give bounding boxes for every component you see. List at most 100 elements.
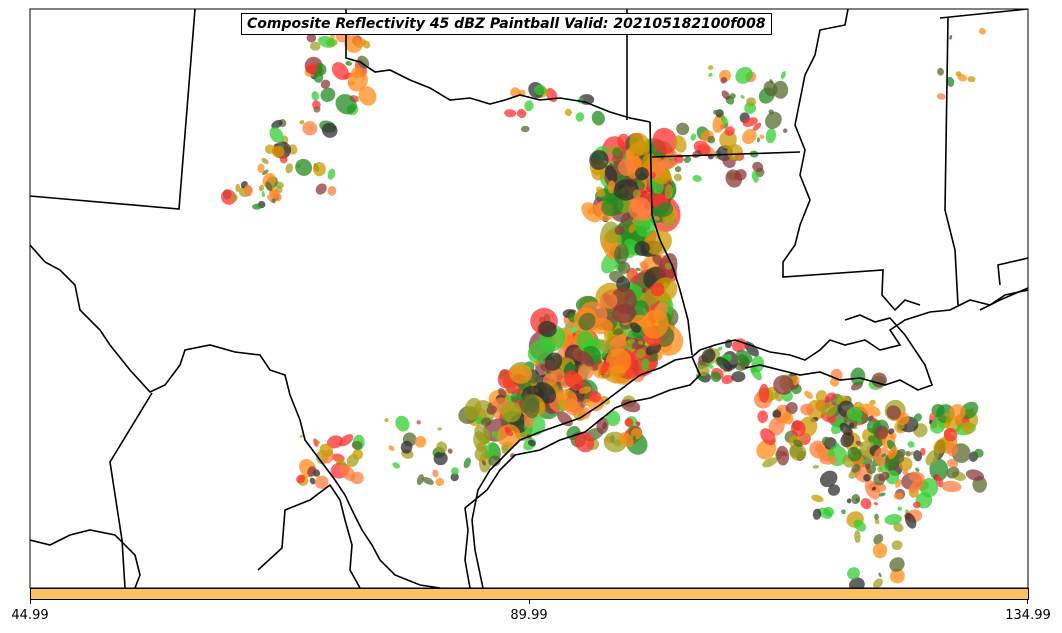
map-title: Composite Reflectivity 45 dBZ Paintball … [241,13,772,35]
reflectivity-blob [887,446,898,460]
reflectivity-blob [652,127,678,154]
reflectivity-blob [759,134,765,139]
reflectivity-blob [309,41,321,51]
reflectivity-blob [874,513,879,520]
reflectivity-blob [327,168,336,180]
reflectivity-blob [628,224,636,234]
reflectivity-blob [235,183,241,192]
colorbar-tick-label: 89.99 [510,608,548,623]
reflectivity-blob [888,428,895,435]
reflectivity-blob [302,121,318,136]
reflectivity-blob [344,35,363,53]
reflectivity-blob [793,439,803,448]
reflectivity-blob [604,165,618,183]
reflectivity-blob [812,464,819,469]
reflectivity-blob [946,466,960,479]
reflectivity-blob [432,469,439,478]
reflectivity-blob [475,416,483,425]
reflectivity-blob [860,403,881,417]
reflectivity-blob [450,467,459,476]
reflectivity-blob [785,401,798,415]
reflectivity-blob [717,346,723,351]
mexico-state-border-1 [109,392,153,588]
reflectivity-blob [262,169,269,176]
reflectivity-blob [498,388,507,398]
reflectivity-blob [701,348,716,364]
reflectivity-blob [929,419,933,424]
reflectivity-blob [598,339,612,354]
reflectivity-blob [873,533,884,545]
reflectivity-blob [504,109,517,118]
reflectivity-blob [729,93,736,99]
reflectivity-blob [645,343,662,356]
reflectivity-blob [727,144,743,161]
texas-bay-coast [464,356,701,588]
state-border-tx-ok [345,9,651,123]
reflectivity-blob [619,432,634,448]
reflectivity-blob [861,458,867,464]
reflectivity-blob [596,186,606,197]
reflectivity-blob [735,349,753,364]
reflectivity-blob [315,440,320,445]
reflectivity-blob [612,328,624,336]
reflectivity-blob [708,72,713,77]
reflectivity-blob [817,507,833,519]
reflectivity-blob [831,401,836,406]
reflectivity-blob [527,439,536,447]
reflectivity-blob [311,91,319,101]
reflectivity-blob [487,402,492,407]
reflectivity-blob [839,422,853,436]
reflectivity-blob [261,157,269,165]
reflectivity-blob [261,191,265,198]
reflectivity-blob [961,422,974,434]
reflectivity-blob [936,93,946,100]
reflectivity-blob [850,367,866,386]
reflectivity-blob [269,126,284,143]
reflectivity-blob [656,202,674,217]
reflectivity-blob [762,457,778,468]
reflectivity-blob [314,475,329,489]
reflectivity-blob [879,492,886,497]
reflectivity-blob [840,432,855,448]
reflectivity-blob [258,184,265,192]
reflectivity-blob [930,413,935,417]
reflectivity-blob [327,186,337,196]
reflectivity-blob [433,451,448,466]
reflectivity-blob [252,203,263,210]
reflectivity-blob [895,479,902,488]
reflectivity-blob [464,397,482,421]
reflectivity-blob [633,435,636,440]
reflectivity-blob [243,184,253,197]
reflectivity-blob [782,128,788,133]
reflectivity-blob [327,435,343,449]
reflectivity-blob [351,440,363,450]
reflectivity-blob [893,522,904,532]
reflectivity-blob [575,112,585,122]
reflectivity-blob [855,497,860,503]
reflectivity-blob [941,480,962,493]
reflectivity-blob [305,62,320,74]
reflectivity-blob [564,370,584,391]
reflectivity-blob [521,125,530,133]
reflectivity-blob [751,355,765,373]
reflectivity-blob [827,484,841,496]
state-border-al-ga [939,9,1028,286]
state-border-mississippi-river [782,9,921,312]
reflectivity-blob [902,469,909,476]
reflectivity-blob [618,158,636,176]
reflectivity-blob [815,390,827,402]
reflectivity-blob [612,303,637,324]
reflectivity-blob [435,477,445,486]
reflectivity-blob [285,163,294,174]
reflectivity-blob [610,160,614,165]
reflectivity-blob [320,79,331,89]
reflectivity-blob [485,442,500,459]
reflectivity-blob [339,460,346,467]
reflectivity-blob [599,292,618,309]
reflectivity-blob [707,363,714,369]
colorbar-tick-label: 44.99 [11,608,49,623]
reflectivity-blob [740,94,745,99]
reflectivity-blob [721,375,734,384]
reflectivity-blob [847,406,863,421]
reflectivity-blob [312,100,321,110]
